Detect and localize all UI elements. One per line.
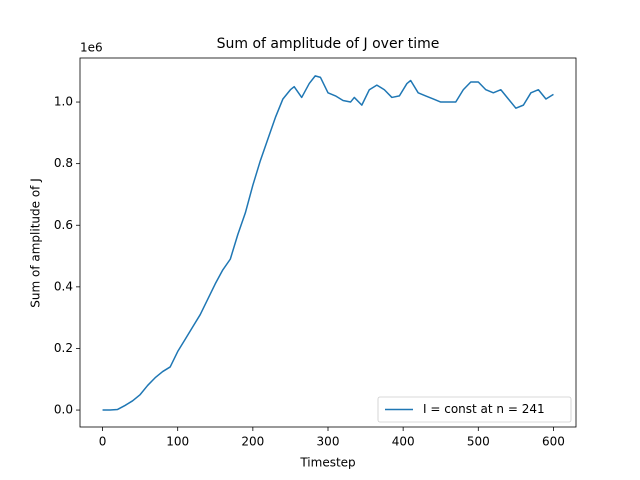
- y-tick-label: 0.0: [54, 403, 73, 417]
- x-tick-label: 100: [166, 435, 189, 449]
- legend-label: I = const at n = 241: [423, 402, 545, 416]
- x-tick-label: 600: [542, 435, 565, 449]
- y-tick-label: 1.0: [54, 95, 73, 109]
- x-tick-label: 0: [99, 435, 107, 449]
- y-tick-label: 0.8: [54, 156, 73, 170]
- y-offset-label: 1e6: [80, 41, 103, 55]
- x-tick-label: 500: [467, 435, 490, 449]
- data-line: [102, 75, 554, 411]
- x-tick-label: 200: [241, 435, 264, 449]
- x-axis-label: Timestep: [299, 456, 355, 470]
- x-tick-label: 300: [317, 435, 340, 449]
- plot-frame: [79, 57, 577, 428]
- y-tick-label: 0.2: [54, 341, 73, 355]
- x-tick-label: 400: [392, 435, 415, 449]
- legend-box: [377, 396, 572, 423]
- chart-title: Sum of amplitude of J over time: [217, 36, 440, 52]
- y-tick-label: 0.4: [54, 279, 73, 293]
- y-axis-label: Sum of amplitude of J: [29, 178, 43, 307]
- y-tick-label: 0.6: [54, 218, 73, 232]
